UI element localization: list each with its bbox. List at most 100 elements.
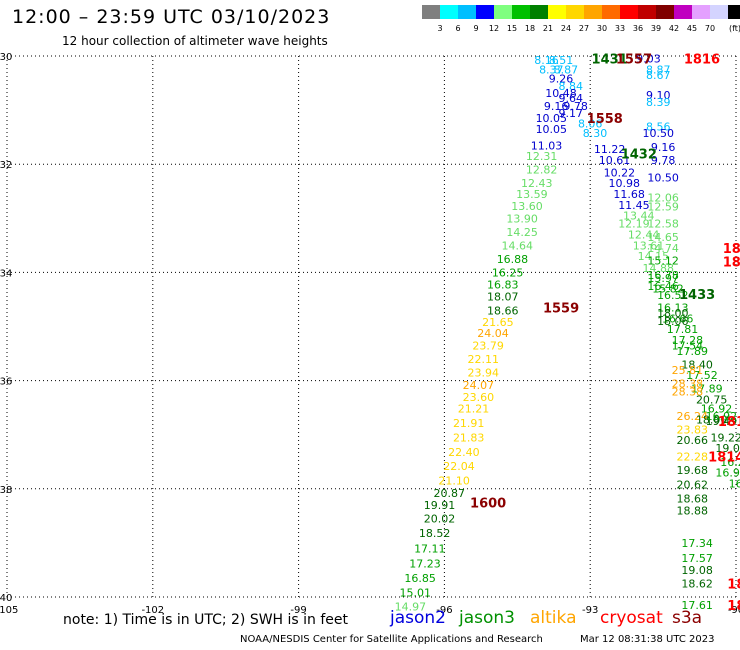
x-tick-label: -102 [141, 605, 164, 616]
swh-value-label: 15.12 [647, 254, 679, 267]
swh-value-label: 16.92 [706, 410, 738, 423]
swh-value-label: 13.60 [511, 200, 543, 213]
swh-value-label: 13.59 [516, 188, 548, 201]
swh-value-label: 22.11 [468, 353, 500, 366]
swh-value-label: 17.54 [672, 339, 704, 352]
swh-value-label: 21.21 [458, 403, 490, 416]
swh-value-label: 9.10 [646, 89, 671, 102]
swh-value-label: 19.49 [706, 415, 738, 428]
swh-value-label: 18.68 [677, 493, 709, 506]
swh-value-label: 8.87 [646, 64, 671, 77]
color-scale-label: 21 [542, 24, 554, 33]
swh-value-label: 9.03 [636, 53, 661, 66]
swh-value-label: 26.24 [677, 410, 709, 423]
swh-value-label: 9.78 [651, 154, 676, 167]
swh-value-label: 22.28 [677, 450, 709, 463]
swh-value-label: 9.17 [559, 107, 584, 120]
swh-value-label: 11.22 [594, 143, 626, 156]
page-subtitle: 12 hour collection of altimeter wave hei… [62, 34, 328, 48]
swh-value-label: 12.82 [526, 164, 558, 177]
swh-value-label: 17.52 [686, 369, 718, 382]
swh-value-label: 12.43 [521, 177, 553, 190]
swh-value-label: 13.90 [506, 212, 538, 225]
swh-value-label: 17.11 [414, 542, 446, 555]
swh-value-label: 14.25 [506, 226, 538, 239]
swh-value-label: 10.98 [608, 177, 640, 190]
color-scale-swatch [638, 5, 656, 19]
swh-value-label: 16.13 [657, 302, 689, 315]
swh-value-label: 10.50 [642, 127, 674, 140]
pass-time-label: 1557 [616, 53, 652, 68]
pass-time-label: 1432 [621, 147, 657, 162]
pass-time-label: 181 [727, 577, 740, 592]
color-scale-label: 6 [455, 24, 461, 33]
swh-value-label: 10.61 [599, 154, 631, 167]
swh-value-label: 14.15 [638, 250, 670, 263]
swh-value-label: 11.45 [618, 199, 650, 212]
color-scale-label: 70 [704, 24, 716, 33]
swh-value-label: 21.91 [453, 417, 485, 430]
color-scale-swatch [422, 5, 440, 19]
pass-time-label: 1559 [543, 302, 579, 317]
color-scale-swatch [512, 5, 530, 19]
swh-value-label: 18.00 [657, 307, 689, 320]
pass-time-label: 181 [727, 599, 740, 614]
swh-value-label: 9.26 [549, 73, 574, 86]
color-scale-label: 15 [506, 24, 518, 33]
swh-value-label: 24.07 [463, 379, 495, 392]
swh-value-label: 15 [739, 486, 740, 499]
color-scale-swatch [530, 5, 548, 19]
swh-value-label: 9.64 [559, 92, 584, 105]
swh-value-label: 19.09 [715, 442, 740, 455]
swh-value-label: 23.79 [472, 339, 504, 352]
swh-value-label: 16.85 [404, 572, 436, 585]
legend-satellite-s3a: s3a [672, 608, 703, 628]
legend-satellite-cryosat: cryosat [600, 608, 663, 628]
color-scale-swatch [656, 5, 674, 19]
pass-time-label: 1558 [587, 112, 623, 127]
color-scale-swatch [458, 5, 476, 19]
swh-value-label: 22.04 [443, 460, 475, 473]
swh-value-label: 15.97 [647, 272, 679, 285]
color-scale-swatch [584, 5, 602, 19]
swh-value-label: 14.65 [647, 231, 679, 244]
swh-value-label: 23.60 [463, 391, 495, 404]
pass-time-label: 1600 [470, 496, 506, 511]
swh-value-label: 9.16 [651, 141, 676, 154]
y-tick-label: -40 [0, 593, 12, 604]
swh-value-label: 16.78 [647, 269, 679, 282]
swh-value-label: 19.08 [681, 564, 713, 577]
swh-value-label: 10.50 [647, 172, 679, 185]
color-scale-swatch [692, 5, 710, 19]
swh-value-label: 16.25 [492, 266, 524, 279]
swh-value-label: 22.40 [448, 446, 480, 459]
swh-value-label: 20.66 [677, 434, 709, 447]
color-scale-label: 9 [473, 24, 479, 33]
swh-value-label: 17.34 [681, 537, 713, 550]
swh-value-label: 8.51 [549, 54, 574, 67]
swh-value-label: 14.64 [502, 239, 534, 252]
swh-value-label: 19.22 [711, 431, 740, 444]
legend-satellite-altika: altika [530, 608, 577, 628]
color-scale-swatch [710, 5, 728, 19]
swh-value-label: 20.75 [696, 394, 728, 407]
footer-credit: NOAA/NESDIS Center for Satellite Applica… [240, 634, 543, 645]
y-tick-label: -36 [0, 377, 12, 388]
swh-value-label: 15.01 [399, 587, 431, 600]
swh-value-label: 8.30 [583, 127, 608, 140]
legend-satellite-jason3: jason3 [459, 608, 515, 628]
swh-value-label: 24.04 [477, 327, 509, 340]
swh-value-label: 9.16 [544, 100, 569, 113]
x-tick-label: -105 [0, 605, 18, 616]
x-tick-label: -90 [728, 605, 740, 616]
swh-value-label: 8.37 [539, 64, 564, 77]
swh-value-label: 9.78 [563, 100, 588, 113]
swh-value-label: 17.89 [677, 345, 709, 358]
swh-value-label: 8.06 [578, 118, 603, 131]
swh-value-label: 10.05 [536, 112, 568, 125]
swh-value-label: 28.38 [672, 385, 704, 398]
color-scale-swatch [620, 5, 638, 19]
swh-value-label: 17.57 [681, 552, 713, 565]
x-tick-label: -93 [582, 605, 598, 616]
